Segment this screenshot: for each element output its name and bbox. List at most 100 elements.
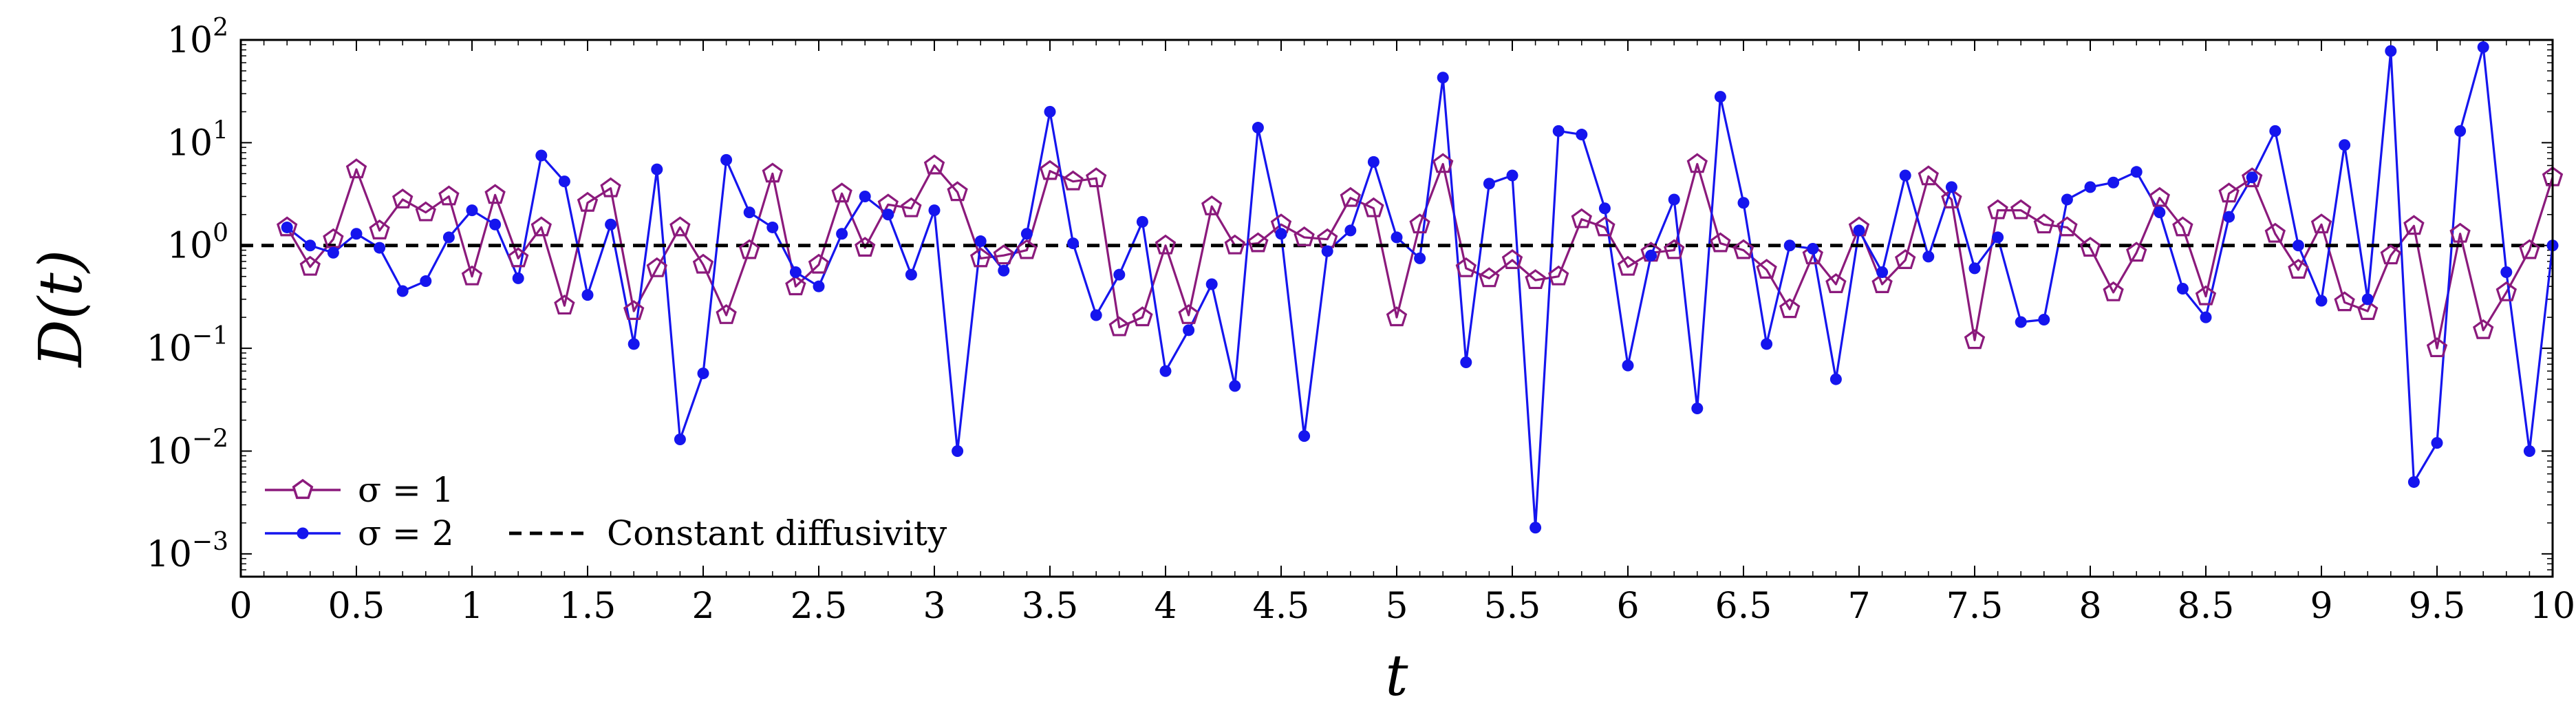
y-tick-label: 10−3 [147,528,228,575]
sigma1-point [785,275,806,296]
sigma1-point [1825,273,1847,293]
x-tick-label: 0 [229,586,252,627]
marker-layer [277,41,2564,534]
sigma1-point [1710,232,1731,253]
sigma2-point [1090,309,1102,321]
sigma2-point [2339,139,2351,151]
sigma2-point [952,445,964,457]
x-tick-label: 4 [1154,586,1177,627]
sigma2-point [1876,266,1889,279]
sigma2-point [2269,125,2282,137]
sigma1-point [2149,186,2170,207]
legend-entry-sigma2: σ = 2 [265,513,454,553]
sigma2-point [1483,178,1495,190]
sigma1-point [1895,249,1916,269]
sigma1-point [2126,242,2147,262]
sigma2-point [2200,311,2212,323]
sigma1-point [1132,306,1153,327]
x-axis-label: t [1386,643,1409,709]
x-tick-label: 6 [1616,586,1639,627]
sigma2-point [836,228,848,240]
y-tick-label: 10−1 [147,322,228,370]
sigma1-point [1756,259,1777,279]
y-tick-label: 10−2 [147,425,228,472]
sigma1-point [1363,197,1384,217]
sigma1-point [1664,239,1685,259]
sigma2-point [1437,72,1449,84]
sigma2-point [905,268,917,281]
y-tick-label: 101 [167,116,228,164]
sigma1-point [1294,226,1315,246]
sigma2-point [1136,215,1148,228]
sigma1-point [1548,265,1569,286]
sigma2-point [1829,373,1842,385]
sigma1-point [2426,337,2448,358]
sigma1-point [2473,319,2494,339]
sigma2-point [466,204,478,217]
x-tick-label: 6.5 [1715,586,1772,627]
sigma2-point [1853,224,1865,237]
sigma2-point [1298,430,1311,442]
sigma1-point [1247,232,1269,253]
sigma1-point [1432,153,1454,173]
x-tick-label: 7.5 [1946,586,2004,627]
sigma2-point [327,246,339,259]
sigma1-point [901,197,922,217]
sigma2-point [2154,206,2166,219]
sigma2-point [396,285,409,297]
sigma2-point [1367,156,1380,168]
sigma2-point [766,221,779,233]
sigma2-point [1922,250,1935,263]
series-line-1 [286,45,2553,529]
sigma1-point [2403,215,2425,235]
sigma1-point [692,253,714,274]
sigma2-point [350,228,363,240]
sigma1-point [993,244,1014,265]
x-tick-labels: 0 0.5 1 1.5 2 2.5 3 3.5 4 4.5 5 5.5 6 6.5 7 7.5 8 8.5 9 9.5… [229,586,2575,627]
sigma2-point [2385,45,2397,57]
sigma1-point [345,158,367,179]
sigma1-point [2079,237,2101,257]
sigma2-point [558,175,570,188]
sigma2-point [697,367,709,380]
sigma2-point [1576,129,1588,141]
sigma2-point [1067,237,1080,250]
sigma2-point [1899,169,1911,182]
sigma2-point [1205,278,1218,290]
sigma1-point [923,154,945,175]
sigma1-point [438,185,460,206]
sigma1-point [2496,281,2517,301]
sigma2-point [974,235,987,248]
sigma2-point [2407,476,2420,488]
sigma1-point [646,257,667,277]
sigma2-point [813,280,825,292]
sigma1-point [2010,199,2032,220]
sigma2-point [2061,193,2073,206]
sigma2-point [2176,283,2189,295]
sigma1-point [1525,269,1546,290]
sigma1-point [2380,244,2401,265]
sigma1-point [1039,160,1061,180]
sigma1-point [1501,249,1523,269]
legend-entry-sigma1: σ = 1 [265,470,454,510]
sigma1-point [623,300,645,321]
sigma1-point [484,184,506,204]
sigma2-point [535,149,548,162]
sigma1-point [530,216,552,237]
sigma1-point [1016,239,1038,259]
sigma2-point [1044,105,1056,118]
legend-label-sigma1: σ = 1 [358,470,454,510]
sigma2-point [605,218,617,231]
sigma2-point [1945,181,1957,193]
sigma1-point [392,188,414,209]
sigma2-point [1506,169,1518,182]
sigma1-point [970,247,991,268]
sigma2-point [512,272,524,284]
sigma1-point [2033,213,2054,234]
sigma2-point [2246,171,2258,184]
sigma1-point [577,191,599,212]
sigma2-point [2084,181,2096,193]
sigma2-point [281,221,293,233]
sigma2-point [1622,359,1634,372]
y-tick-labels: 10−3 10−2 10−1 100 101 102 [147,14,228,575]
